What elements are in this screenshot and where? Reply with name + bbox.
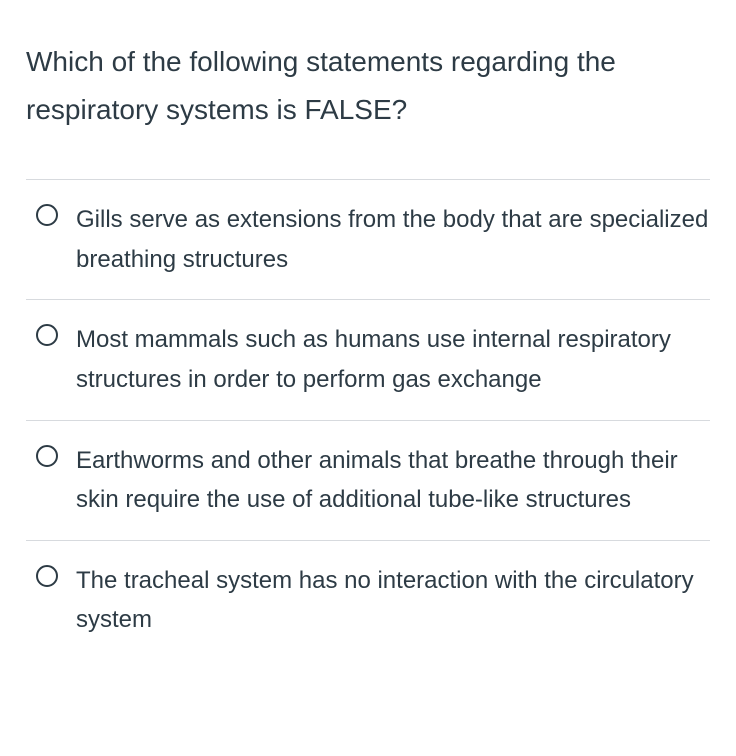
question-text: Which of the following statements regard… — [26, 38, 710, 133]
radio-icon[interactable] — [36, 445, 58, 467]
option-label: Earthworms and other animals that breath… — [76, 441, 710, 520]
option-label: Most mammals such as humans use internal… — [76, 320, 710, 399]
option-row[interactable]: Most mammals such as humans use internal… — [26, 299, 710, 419]
radio-icon[interactable] — [36, 324, 58, 346]
radio-icon[interactable] — [36, 565, 58, 587]
option-row[interactable]: Earthworms and other animals that breath… — [26, 420, 710, 540]
option-label: The tracheal system has no interaction w… — [76, 561, 710, 640]
option-row[interactable]: The tracheal system has no interaction w… — [26, 540, 710, 660]
option-label: Gills serve as extensions from the body … — [76, 200, 710, 279]
radio-icon[interactable] — [36, 204, 58, 226]
options-list: Gills serve as extensions from the body … — [26, 179, 710, 660]
option-row[interactable]: Gills serve as extensions from the body … — [26, 179, 710, 299]
